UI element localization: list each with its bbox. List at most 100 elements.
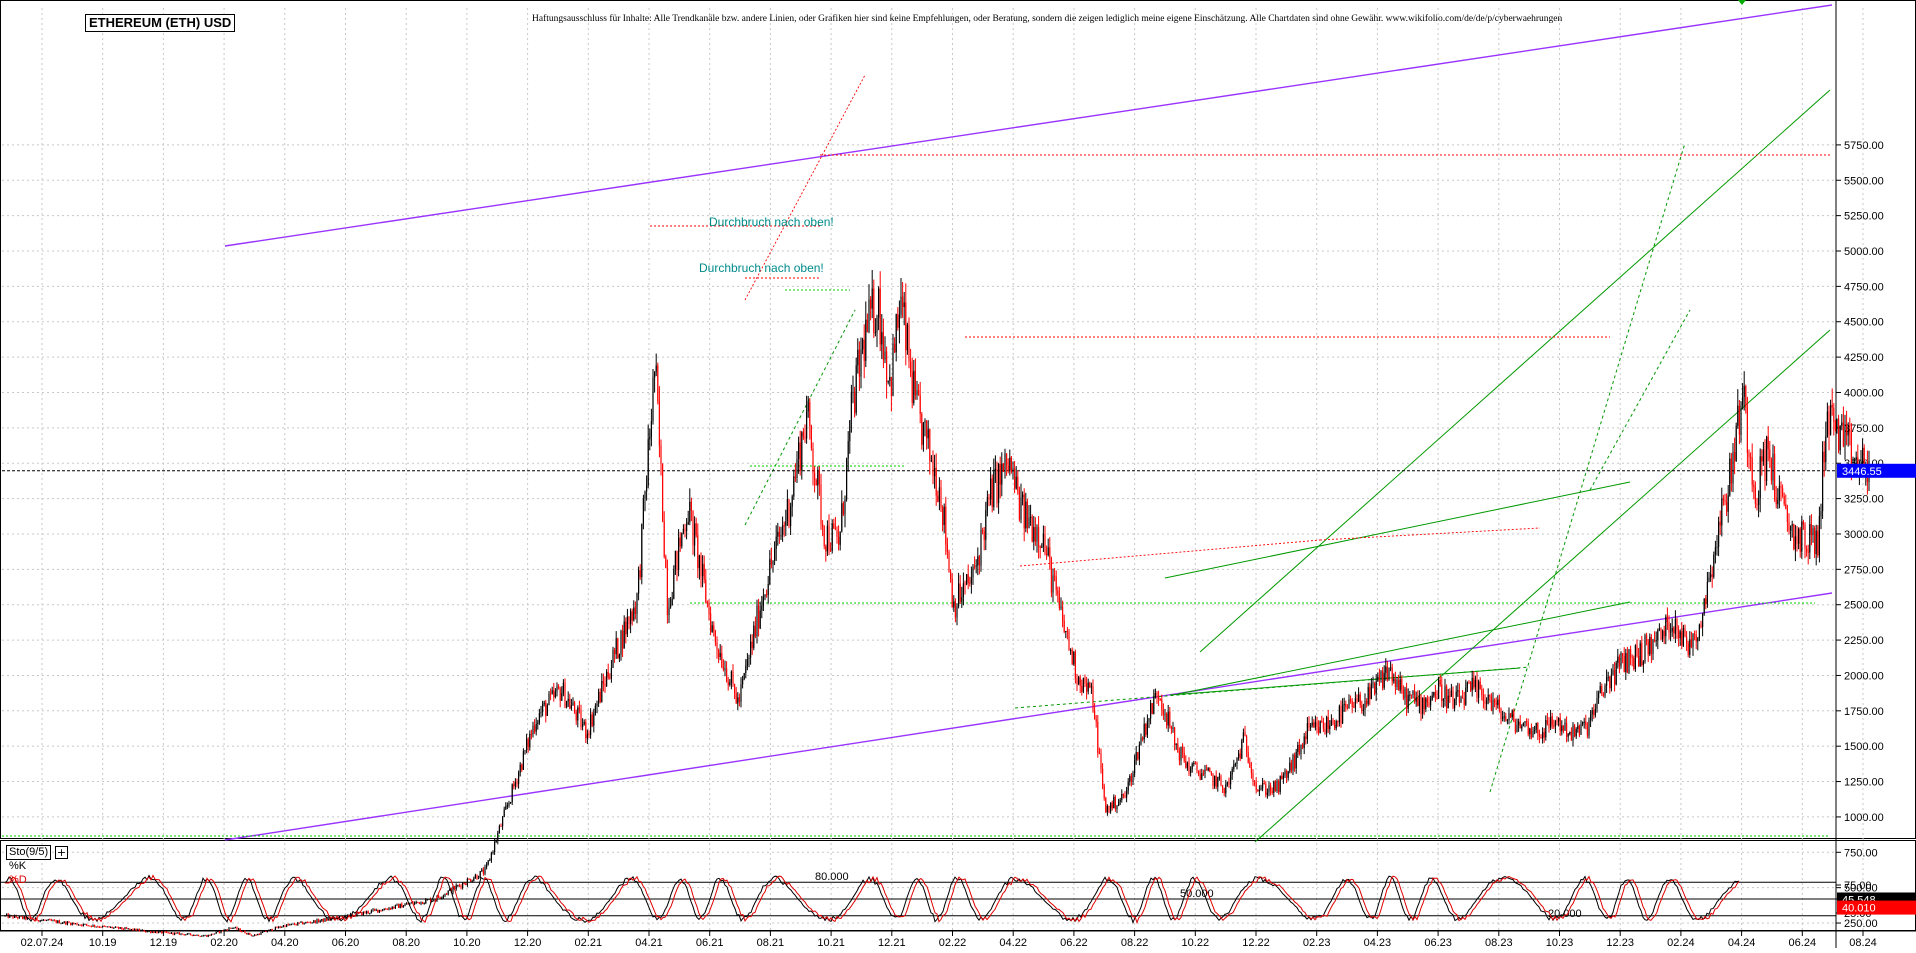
candle-body	[922, 422, 924, 445]
candle-body	[122, 928, 124, 930]
candle-body	[957, 583, 960, 607]
candle-body	[1500, 708, 1502, 719]
candle-body	[98, 926, 100, 928]
candle-body	[1327, 716, 1329, 730]
candle-body	[138, 929, 140, 931]
candle-body	[164, 931, 166, 933]
candle-body	[375, 909, 377, 911]
candle-body	[1564, 722, 1566, 731]
candle-body	[517, 772, 520, 784]
candle-body	[1509, 713, 1512, 718]
candle-body	[813, 472, 816, 480]
candle-body	[1668, 622, 1670, 633]
candle-body	[306, 922, 308, 924]
candle-body	[1249, 762, 1251, 768]
candle-body	[807, 401, 809, 412]
candle-body	[1849, 430, 1851, 433]
candle-body	[1090, 686, 1092, 688]
y-tick-label: 1750.00	[1844, 706, 1884, 718]
candle-body	[415, 901, 417, 903]
candle-body	[1461, 697, 1464, 699]
x-tick-label: 06.24	[1789, 937, 1817, 948]
candle-body	[349, 913, 352, 915]
candle-body	[461, 882, 464, 888]
candle-body	[1724, 500, 1726, 502]
candle-body	[161, 931, 163, 934]
candle-body	[613, 650, 616, 655]
add-indicator-button[interactable]: +	[55, 846, 68, 859]
candle-body	[1540, 736, 1542, 739]
candle-body	[1834, 421, 1836, 430]
candle-body	[684, 528, 686, 532]
candle-body	[1013, 468, 1016, 489]
candle-body	[74, 923, 76, 925]
candle-body	[60, 923, 62, 925]
candle-body	[1580, 724, 1582, 735]
x-tick-label: 08.20	[392, 937, 420, 948]
candle-body	[1199, 774, 1201, 780]
candle-body	[645, 485, 648, 492]
candle-body	[865, 319, 867, 361]
candle-body	[764, 594, 766, 597]
candle-body	[634, 607, 636, 614]
candle-body	[1322, 722, 1324, 729]
candle-body	[1828, 411, 1830, 435]
candle-body	[1260, 788, 1262, 790]
candle-body	[386, 909, 388, 911]
candle-body	[1188, 762, 1190, 773]
candle-body	[985, 510, 987, 540]
candle-body	[621, 630, 624, 649]
candle-body	[237, 928, 240, 930]
candle-body	[385, 908, 387, 910]
candle-body	[642, 498, 644, 524]
candle-body	[311, 922, 313, 924]
candle-body	[1092, 686, 1094, 711]
candle-body	[1258, 789, 1260, 792]
candle-body	[420, 901, 422, 904]
candle-body	[1157, 697, 1160, 699]
candle-body	[738, 697, 740, 702]
candle-body	[1532, 730, 1534, 738]
candle-body	[748, 657, 750, 660]
candle-body	[869, 299, 872, 309]
y-tick-label: 3250.00	[1844, 494, 1884, 506]
candle-body	[418, 902, 420, 904]
candle-body	[889, 376, 891, 381]
candle-body	[1015, 476, 1017, 489]
candle-body	[849, 420, 851, 442]
candle-body	[82, 924, 84, 926]
candle-body	[733, 683, 736, 694]
candle-body	[1604, 685, 1606, 696]
candle-body	[303, 923, 305, 925]
candle-body	[1607, 676, 1609, 678]
candle-body	[445, 893, 448, 895]
k-series-label: %K	[9, 860, 27, 872]
candle-body	[1605, 677, 1608, 686]
candle-body	[141, 929, 144, 931]
candle-body	[218, 931, 220, 933]
candle-body	[1596, 698, 1598, 710]
candle-body	[271, 929, 273, 931]
candle-body	[991, 478, 993, 507]
candle-body	[559, 688, 561, 701]
candle-body	[657, 365, 659, 402]
candle-body	[629, 611, 632, 624]
candle-body	[660, 445, 662, 464]
x-tick-label: 06.22	[1060, 937, 1088, 948]
candle-body	[97, 926, 99, 928]
x-tick-label: 02.21	[575, 937, 603, 948]
candle-body	[1177, 743, 1179, 752]
candle-body	[151, 931, 153, 933]
candle-body	[893, 343, 896, 353]
candle-body	[852, 391, 854, 393]
candle-body	[1719, 521, 1721, 526]
candle-body	[1653, 640, 1656, 642]
y-tick-label: 1500.00	[1844, 741, 1884, 753]
stochastic-indicator-label[interactable]: Sto(9/5)	[6, 845, 52, 860]
candle-body	[455, 885, 457, 890]
candle-body	[370, 910, 372, 913]
candle-body	[1781, 488, 1784, 496]
candle-body	[1141, 737, 1144, 740]
candle-body	[1463, 698, 1465, 705]
candle-body	[1629, 649, 1632, 658]
